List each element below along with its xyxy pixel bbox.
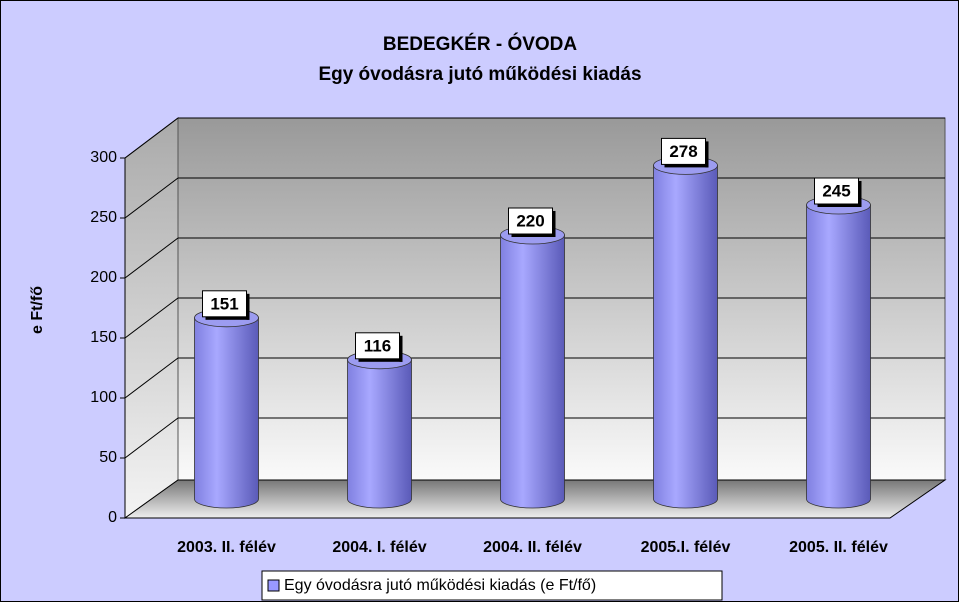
x-tick-label: 2005.I. félév [641,539,731,556]
data-label: 220 [516,211,544,230]
bar-body [806,204,871,509]
x-tick-label: 2005. II. félév [789,539,888,556]
data-label-shadow [664,164,709,168]
x-tick-label: 2004. I. félév [332,539,426,556]
data-label-bg [661,137,706,165]
y-tick-label: 100 [90,389,117,406]
grid-line [124,357,179,399]
data-label-shadow [511,234,556,237]
chart-title: BEDEGKÉR - ÓVODA [383,33,578,55]
data-label: 116 [364,336,391,355]
bar-body [500,234,565,509]
bar-body [653,165,718,509]
grid-line [124,417,179,459]
data-label-shadow [705,141,709,168]
data-label-box: 116 [355,332,403,362]
bar-body [347,359,412,509]
y-tick-label: 300 [90,149,117,166]
data-label-box: 278 [661,137,709,168]
y-tick-label: 50 [99,449,117,466]
data-label: 245 [822,181,850,200]
data-label-shadow [858,181,862,207]
bar [194,308,259,509]
x-tick-label: 2004. II. félév [483,539,582,556]
data-label: 151 [210,294,238,313]
data-label-box: 220 [508,207,556,237]
y-tick-label: 0 [108,509,117,526]
data-label-shadow [552,211,556,237]
y-tick-label: 250 [90,209,117,226]
data-label-box: 245 [814,177,862,207]
data-label: 278 [669,142,697,161]
bar [806,195,871,509]
data-label-bg [508,207,553,235]
bar [653,155,718,509]
y-tick-label: 150 [90,329,117,346]
data-label-shadow [246,293,250,320]
data-label-shadow [205,316,250,320]
data-label-shadow [399,335,403,362]
y-tick-label: 200 [90,269,117,286]
data-label-bg [814,177,859,205]
bar [347,350,412,509]
grid-line [124,117,179,159]
grid-line [124,297,179,339]
bar-body [194,317,259,509]
data-label-shadow [358,358,403,362]
grid-line [124,177,179,219]
legend [261,570,723,601]
y-axis-label: e Ft/fő [29,286,46,334]
legend-swatch [267,579,280,592]
bar [500,225,565,509]
data-label-box: 151 [202,290,250,320]
x-tick-label: 2003. II. félév [177,539,276,556]
data-label-shadow [817,204,862,207]
chart-subtitle: Egy óvodásra jutó működési kiadás [318,64,641,85]
data-label-bg [355,332,400,360]
legend-label: Egy óvodásra jutó működési kiadás (e Ft/… [284,577,596,594]
grid-line [124,237,179,279]
